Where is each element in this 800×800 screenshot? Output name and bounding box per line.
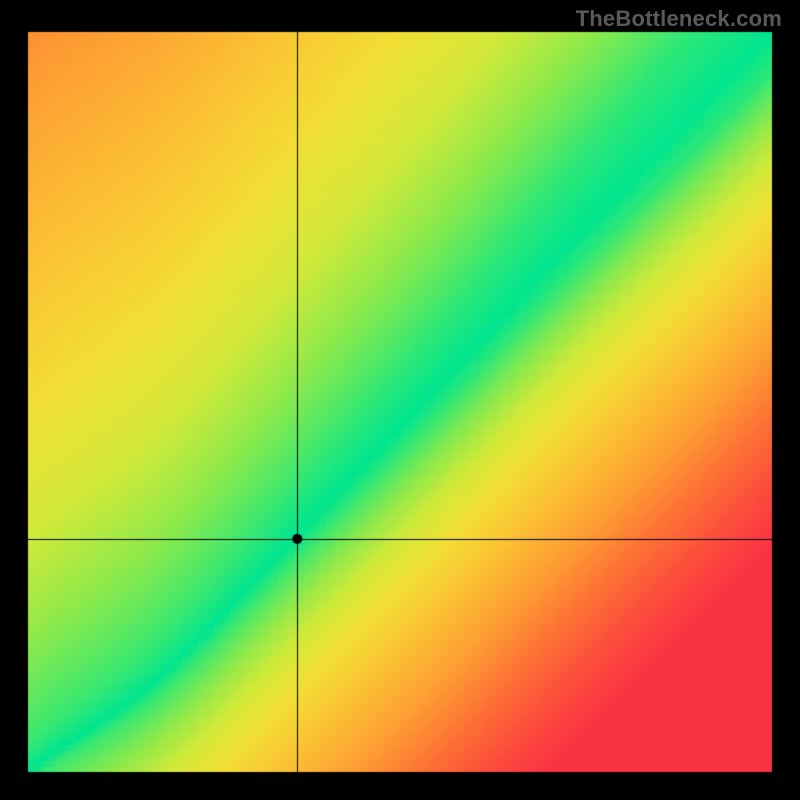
heatmap-plot bbox=[0, 0, 800, 800]
watermark-text: TheBottleneck.com bbox=[576, 6, 782, 32]
